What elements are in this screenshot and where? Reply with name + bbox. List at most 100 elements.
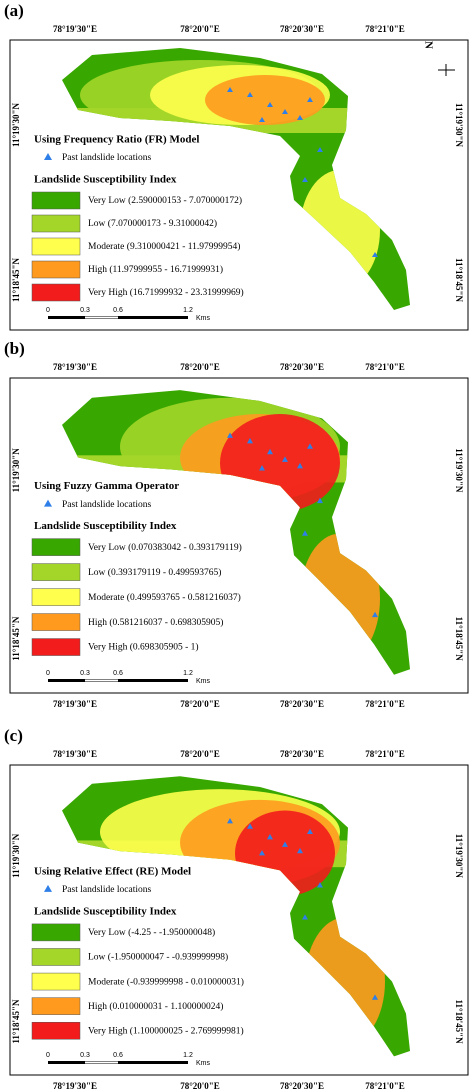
legend-entry: Very High (1.100000025 - 2.769999981)	[88, 1025, 244, 1036]
landslide-marker	[259, 465, 265, 471]
lon-label: 78°20'0"E	[180, 699, 220, 709]
lon-label: 78°19'30"E	[53, 362, 97, 372]
landslide-marker	[297, 462, 303, 469]
landslide-marker	[317, 497, 323, 504]
landslide-marker	[317, 147, 323, 152]
legend-swatch	[31, 997, 81, 1015]
legend-entry: High (0.010000031 - 1.100000024)	[88, 1001, 223, 1012]
lat-label: 11°18'45"N	[11, 616, 21, 661]
legend-entry: Moderate (0.499593765 - 0.581216037)	[88, 592, 241, 603]
scale-label: 0.6	[113, 307, 123, 314]
legend-swatch	[31, 237, 81, 256]
legend-marker	[44, 153, 52, 160]
legend-entry: Very Low (-4.25 - -1.950000048)	[88, 927, 215, 938]
landslide-marker	[297, 115, 303, 120]
legend-swatch	[31, 923, 81, 942]
legend-entry: Very Low (2.590000153 - 7.070000172)	[88, 195, 242, 206]
landslide-marker	[282, 841, 288, 847]
lon-label: 78°21'0"E	[365, 1081, 405, 1091]
legend-marker	[44, 884, 52, 892]
landslide-marker	[302, 914, 308, 920]
legend-swatch	[31, 191, 81, 210]
landslide-marker	[247, 92, 253, 97]
lat-label: 11°19'30"N	[454, 103, 464, 148]
panel-label: (a)	[4, 1, 24, 20]
legend-swatch	[31, 260, 81, 279]
legend-entry: Very High (16.71999932 - 23.31999969)	[88, 287, 244, 298]
lon-label: 78°20'30"E	[280, 1081, 324, 1091]
landslide-marker	[259, 117, 265, 122]
lat-label: 11°19'30"N	[11, 102, 21, 147]
lat-label: 11°18'45"N	[454, 999, 464, 1044]
lon-label: 78°21'0"E	[365, 749, 405, 759]
landslide-marker	[372, 994, 378, 1000]
zone	[205, 75, 325, 125]
scale-label: Kms	[196, 678, 211, 685]
legend-swatch	[31, 538, 81, 556]
legend-swatch	[31, 638, 81, 656]
scale-label: 0	[46, 670, 50, 677]
lon-label: 78°19'30"E	[53, 24, 97, 34]
legend-entry: Very High (0.698305905 - 1)	[88, 642, 199, 653]
legend-swatch	[31, 972, 81, 991]
lat-label: 11°19'30"N	[11, 448, 21, 493]
legend-swatch	[31, 588, 81, 606]
model-title: Using Frequency Ratio (FR) Model	[34, 134, 199, 146]
lon-label: 78°20'0"E	[180, 749, 220, 759]
landslide-marker	[297, 847, 303, 854]
scale-label: 1.2	[183, 670, 193, 677]
legend-swatch	[31, 1021, 81, 1040]
model-title: Using Fuzzy Gamma Operator	[34, 480, 179, 492]
zone	[220, 414, 340, 512]
zone	[300, 170, 380, 290]
panel-label: (b)	[4, 339, 25, 358]
lon-label: 78°19'30"E	[53, 699, 97, 709]
legend-swatch	[31, 283, 81, 302]
legend-entry: Moderate (9.310000421 - 11.97999954)	[88, 241, 240, 252]
landslide-marker	[227, 87, 233, 92]
lon-label: 78°21'0"E	[365, 24, 405, 34]
legend-marker	[44, 499, 52, 507]
scale-label: 0	[46, 307, 50, 314]
scale-label: 0.3	[80, 307, 90, 314]
zone	[300, 533, 380, 664]
legend-swatch	[31, 563, 81, 581]
lon-label: 78°21'0"E	[365, 699, 405, 709]
scale-label: Kms	[196, 315, 211, 322]
panel-label: (c)	[4, 726, 23, 745]
landslide-marker	[302, 530, 308, 536]
landslide-marker	[307, 828, 313, 835]
past-label: Past landslide locations	[62, 885, 151, 895]
past-label: Past landslide locations	[62, 153, 151, 163]
landslide-marker	[307, 97, 313, 102]
legend-title: Landslide Susceptibility Index	[34, 520, 177, 532]
lon-label: 78°20'30"E	[280, 749, 324, 759]
scale-label: 0.6	[113, 1052, 123, 1059]
landslide-marker	[247, 823, 253, 829]
scale-label: 0.3	[80, 1052, 90, 1059]
landslide-marker	[372, 252, 378, 257]
legend-entry: Low (7.070000173 - 9.31000042)	[88, 218, 217, 229]
scale-label: 1.2	[183, 307, 193, 314]
landslide-marker	[267, 834, 273, 840]
landslide-marker	[227, 818, 233, 824]
lon-label: 78°20'0"E	[180, 362, 220, 372]
lon-label: 78°20'0"E	[180, 1081, 220, 1091]
legend-entry: Low (-1.950000047 - -0.939999998)	[88, 952, 228, 963]
north-arrow	[438, 64, 455, 76]
lon-label: 78°19'30"E	[53, 749, 97, 759]
past-label: Past landslide locations	[62, 500, 151, 510]
zone	[305, 917, 385, 1046]
landslide-marker	[227, 432, 233, 438]
legend-entry: Low (0.393179119 - 0.499593765)	[88, 567, 221, 578]
map-frame	[9, 377, 469, 694]
landslide-marker	[259, 850, 265, 856]
landslide-marker	[282, 109, 288, 114]
legend-title: Landslide Susceptibility Index	[34, 174, 177, 186]
landslide-marker	[267, 102, 273, 107]
model-title: Using Relative Effect (RE) Model	[34, 865, 191, 877]
scale-label: 0.6	[113, 670, 123, 677]
scale-bar-white	[85, 679, 118, 682]
scale-label: Kms	[196, 1060, 211, 1067]
